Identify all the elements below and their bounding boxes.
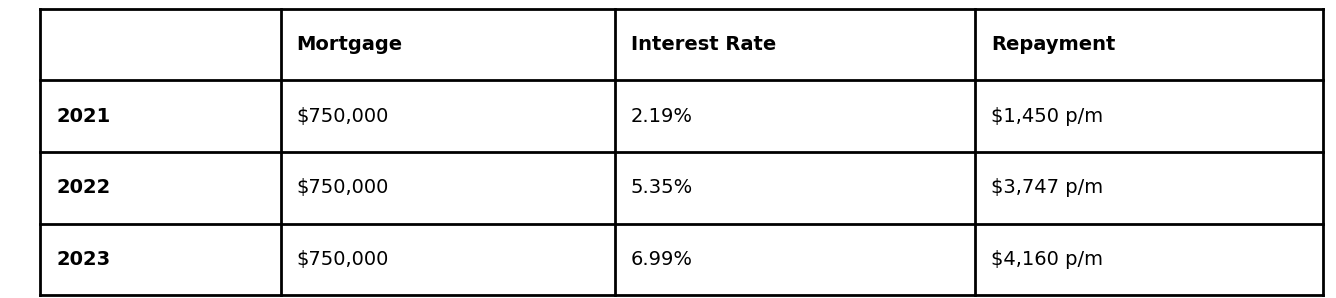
Text: 2021: 2021	[56, 107, 111, 126]
Text: 5.35%: 5.35%	[631, 178, 693, 197]
Text: Interest Rate: Interest Rate	[631, 35, 776, 54]
Text: $3,747 p/m: $3,747 p/m	[991, 178, 1104, 197]
Text: $750,000: $750,000	[297, 250, 389, 269]
Text: 2022: 2022	[56, 178, 111, 197]
Text: $750,000: $750,000	[297, 107, 389, 126]
Text: 6.99%: 6.99%	[631, 250, 692, 269]
Text: $1,450 p/m: $1,450 p/m	[991, 107, 1104, 126]
Text: $750,000: $750,000	[297, 178, 389, 197]
Text: Mortgage: Mortgage	[297, 35, 402, 54]
Text: 2023: 2023	[56, 250, 111, 269]
Text: 2.19%: 2.19%	[631, 107, 692, 126]
Text: Repayment: Repayment	[991, 35, 1116, 54]
Text: $4,160 p/m: $4,160 p/m	[991, 250, 1104, 269]
